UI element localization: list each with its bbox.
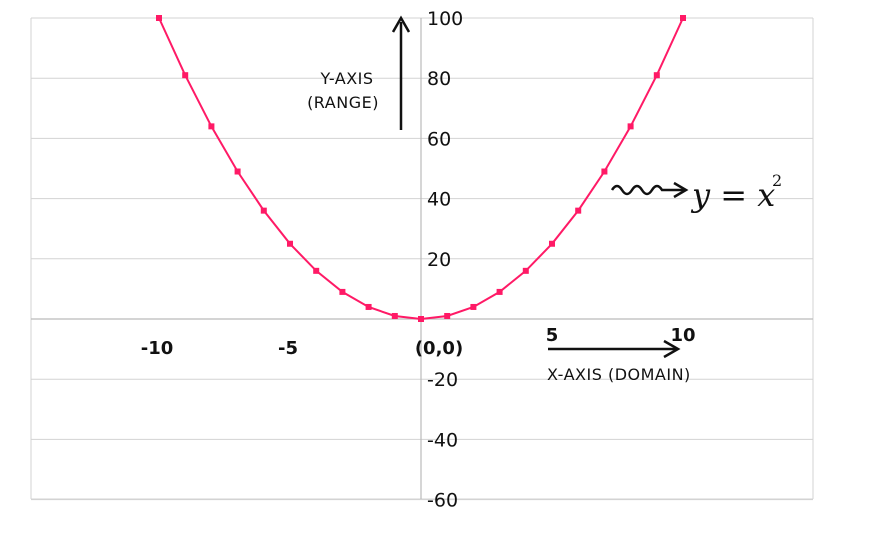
annotation-equation: y = x	[690, 176, 775, 214]
x-axis-title: X-AXIS (DOMAIN)	[547, 365, 691, 384]
data-point	[549, 240, 555, 247]
y-tick-label: 20	[427, 249, 451, 271]
data-point	[365, 303, 372, 310]
y-axis-title-line1: Y-AXIS	[319, 69, 373, 88]
tick-labels: -10 -5 (0,0) 5 10 100 80 60 40 20 -20 -40 -60	[141, 8, 696, 512]
y-axis-title-line2: (RANGE)	[307, 93, 379, 112]
y-tick-label: 80	[427, 68, 451, 90]
data-point	[496, 288, 503, 295]
annotation-squiggle-arrow	[610, 184, 684, 196]
data-point	[444, 312, 451, 319]
annotation-exponent: 2	[772, 171, 782, 190]
annotation-arrowhead	[673, 181, 689, 199]
y-tick-label: 100	[427, 8, 463, 30]
plot-frame	[30, 18, 814, 500]
y-tick-label: -40	[427, 429, 458, 451]
series-curve	[156, 15, 686, 322]
data-point	[627, 123, 634, 130]
grid-lines	[31, 17, 813, 501]
data-point	[182, 72, 189, 79]
data-point	[470, 303, 477, 310]
y-tick-label: -20	[427, 369, 458, 391]
data-point	[522, 267, 529, 274]
data-point	[313, 267, 320, 274]
y-axis-title-arrowhead	[391, 15, 411, 33]
data-point	[156, 15, 162, 21]
y-tick-label: 60	[427, 128, 451, 150]
data-point	[234, 168, 241, 175]
y-tick-label: 40	[427, 189, 451, 211]
data-point	[653, 72, 660, 79]
y-tick-label: -60	[427, 490, 458, 512]
x-tick-label: 5	[546, 325, 559, 346]
data-point	[680, 15, 686, 21]
data-point	[287, 240, 293, 247]
data-point	[418, 316, 424, 322]
data-point	[601, 168, 608, 175]
data-point	[339, 288, 346, 295]
data-point	[208, 123, 215, 130]
data-point	[575, 207, 582, 214]
x-axis-title-arrowhead	[663, 339, 681, 359]
x-tick-label: (0,0)	[415, 338, 463, 359]
x-tick-label: 10	[670, 325, 695, 346]
data-point	[391, 312, 398, 319]
x-tick-label: -5	[278, 338, 298, 359]
x-tick-label: -10	[141, 338, 174, 359]
data-point	[260, 207, 267, 214]
